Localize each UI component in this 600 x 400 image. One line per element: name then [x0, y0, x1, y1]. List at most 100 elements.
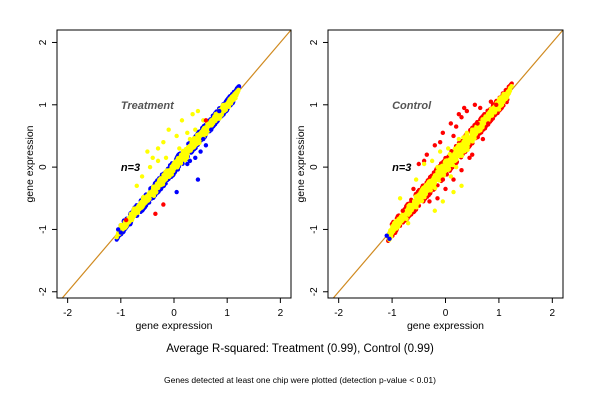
- cloud-point: [389, 231, 394, 236]
- outlier-point: [432, 143, 438, 148]
- outlier-point: [427, 180, 432, 185]
- outlier-point: [413, 177, 419, 182]
- outlier-point: [451, 177, 456, 182]
- x-tick-label: 0: [171, 308, 177, 319]
- x-tick-label: -1: [116, 308, 125, 319]
- y-tick-label: 0: [309, 164, 320, 170]
- cloud-point: [129, 212, 134, 218]
- group-annotation: Treatment: [121, 100, 175, 112]
- cloud-point: [127, 217, 132, 223]
- cloud-point: [120, 223, 125, 229]
- cloud-point: [502, 97, 507, 103]
- outlier-point: [470, 127, 475, 132]
- y-tick-label: -2: [38, 287, 49, 296]
- outlier-point: [416, 161, 421, 167]
- cloud-point: [468, 137, 474, 142]
- outlier-point: [123, 217, 129, 223]
- outlier-point: [456, 111, 462, 117]
- outlier-point: [190, 111, 195, 117]
- outlier-point: [185, 130, 190, 136]
- x-axis-label: gene expression: [135, 320, 212, 332]
- outlier-point: [166, 127, 171, 132]
- outlier-group: [115, 108, 222, 235]
- x-tick-label: 1: [496, 308, 502, 319]
- cloud-point: [424, 188, 429, 194]
- cloud-point: [190, 145, 195, 150]
- outlier-point: [445, 146, 451, 151]
- cloud-point: [215, 115, 221, 121]
- x-tick-label: 2: [550, 308, 556, 319]
- outlier-point: [185, 161, 190, 167]
- cloud-point: [212, 117, 217, 123]
- sample-size-annotation: n=3: [392, 162, 411, 174]
- cloud-point: [214, 112, 220, 117]
- outlier-point: [421, 161, 427, 167]
- cloud-point: [409, 208, 414, 213]
- cloud-point: [411, 203, 416, 208]
- detection-note-caption: Genes detected at least one chip were pl…: [164, 375, 436, 385]
- outlier-point: [459, 115, 464, 120]
- x-tick-label: 2: [278, 308, 284, 319]
- cloud-point: [176, 159, 181, 164]
- y-tick-label: 2: [38, 39, 49, 45]
- outlier-point: [437, 139, 443, 145]
- outlier-point: [209, 127, 214, 132]
- outlier-point: [494, 102, 499, 107]
- outlier-point: [411, 186, 416, 192]
- cloud: [386, 83, 514, 242]
- outlier-group: [384, 233, 392, 241]
- cloud-point: [167, 169, 172, 175]
- outlier-point: [161, 139, 166, 145]
- cloud-point: [136, 204, 141, 209]
- outlier-point: [464, 108, 470, 114]
- cloud-point: [457, 153, 462, 159]
- outlier-point: [470, 152, 475, 157]
- cloud-point: [143, 196, 148, 202]
- outlier-point: [387, 236, 392, 241]
- outlier-point: [198, 149, 203, 154]
- outlier-point: [453, 124, 459, 129]
- outlier-point: [440, 199, 446, 204]
- outlier-point: [193, 155, 198, 160]
- outlier-point: [443, 186, 448, 192]
- outlier-group: [397, 127, 475, 226]
- cloud-point: [207, 122, 212, 127]
- x-tick-label: -1: [388, 308, 397, 319]
- treatment-scatter-plot: -2 -1 0 1 2 -2 -1 0 1 2 gene expression gene expres…: [24, 29, 292, 332]
- cloud-point: [416, 193, 422, 198]
- outlier-point: [134, 183, 139, 189]
- outlier-point: [139, 174, 145, 179]
- cloud-point: [470, 133, 476, 139]
- outlier-point: [453, 164, 459, 170]
- cloud-point: [447, 151, 453, 157]
- y-tick-label: -1: [38, 225, 49, 234]
- x-tick-label: -2: [63, 308, 72, 319]
- cloud-point: [441, 172, 447, 177]
- control-scatter-plot: -2 -1 0 1 2 -2 -1 0 1 2 gene expression gene expres…: [295, 29, 564, 332]
- cloud-point: [484, 115, 490, 121]
- outlier-point: [432, 208, 438, 213]
- outlier-point: [193, 127, 198, 132]
- outlier-point: [177, 146, 182, 151]
- cloud-point: [437, 170, 442, 175]
- y-tick-label: 1: [38, 102, 49, 108]
- y-tick-label: 1: [309, 102, 320, 108]
- outlier-point: [163, 155, 169, 160]
- y-tick-label: -2: [309, 287, 320, 296]
- r-squared-caption: Average R-squared: Treatment (0.99), Con…: [166, 343, 434, 355]
- y-tick-label: 0: [38, 164, 49, 170]
- outlier-point: [201, 136, 206, 142]
- outlier-point: [145, 149, 150, 154]
- outlier-point: [440, 130, 446, 136]
- outlier-point: [147, 164, 153, 170]
- outlier-point: [475, 121, 480, 126]
- outlier-point: [174, 133, 179, 139]
- outlier-point: [480, 136, 486, 142]
- cloud-point: [195, 136, 200, 142]
- y-axis-label: gene expression: [24, 125, 36, 202]
- cloud-point: [432, 176, 438, 182]
- outlier-point: [448, 121, 454, 126]
- outlier-point: [437, 149, 443, 154]
- cloud-point: [156, 182, 162, 188]
